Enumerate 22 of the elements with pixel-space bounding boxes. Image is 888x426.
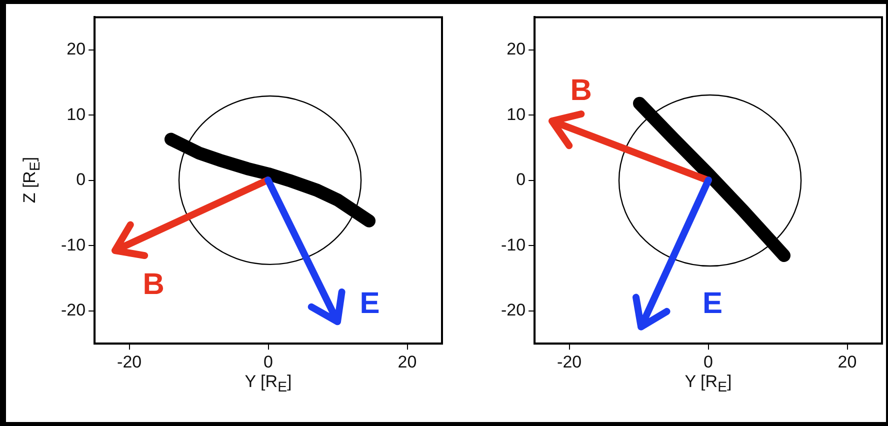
x-tick-label: -20	[117, 352, 142, 372]
y-tick-label: 20	[66, 40, 86, 59]
x-tick-label: 0	[264, 352, 274, 372]
x-tick-label: -20	[557, 352, 582, 372]
y-tick-label: 0	[76, 170, 86, 190]
annotation: B	[142, 268, 164, 301]
x-tick-label: 0	[704, 352, 714, 372]
annotation: E	[702, 287, 722, 320]
y-tick-label: -20	[60, 300, 86, 320]
y-tick-label: 0	[516, 170, 526, 190]
y-tick-label: -10	[60, 235, 86, 254]
y-tick-label: 10	[66, 104, 86, 124]
x-axis-title: Y [R$_{E}$]	[684, 372, 732, 395]
y-tick-label: 10	[506, 104, 526, 124]
x-tick-label: 20	[838, 352, 857, 372]
y-tick-label: -20	[500, 300, 526, 320]
y-tick-label: -10	[500, 235, 526, 254]
x-axis-title: Y [R$_{E}$]	[244, 372, 292, 395]
annotation: B	[570, 74, 592, 107]
y-tick-label: 20	[506, 40, 526, 59]
x-tick-label: 20	[398, 352, 417, 372]
annotation: E	[360, 287, 380, 320]
